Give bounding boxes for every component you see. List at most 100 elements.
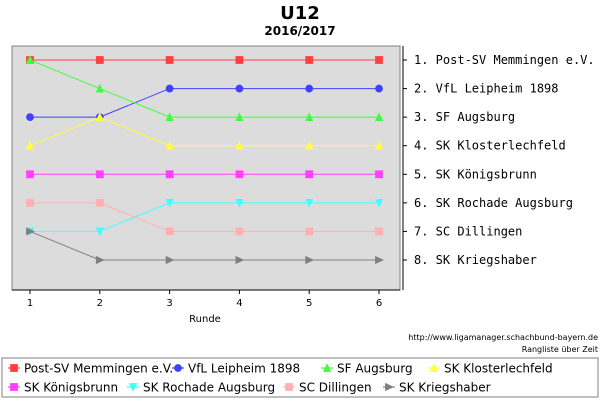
data-point-sf-augsburg [95, 83, 104, 93]
legend-swatch-marker [174, 364, 182, 372]
data-point-post-sv-memmingen-e-v [95, 56, 104, 64]
series-layer [25, 55, 384, 265]
rank-label: 1. Post-SV Memmingen e.V. [414, 53, 595, 67]
legend-item-sk-kriegshaber: SK Kriegshaber [383, 381, 491, 395]
data-point-sk-klosterlechfeld [25, 140, 35, 150]
data-point-vfl-leipheim-1898 [375, 84, 383, 93]
data-point-vfl-leipheim-1898 [165, 84, 174, 93]
data-point-sk-klosterlechfeld [374, 140, 384, 150]
series-line-sk-kriegshaber [29, 230, 379, 261]
legend-label: SK Rochade Augsburg [143, 381, 275, 395]
data-point-vfl-leipheim-1898 [26, 113, 34, 122]
legend-item-sk-klosterlechfeld: SK Klosterlechfeld [428, 362, 553, 376]
rank-label: 2. VfL Leipheim 1898 [414, 82, 559, 96]
rank-label: 5. SK Königsbrunn [414, 167, 537, 181]
legend: Post-SV Memmingen e.V. VfL Leipheim 1898 S… [8, 362, 553, 395]
legend-item-sf-augsburg: SF Augsburg [321, 362, 413, 376]
rank-label: 6. SK Rochade Augsburg [414, 196, 573, 210]
series-sk-konigsbrunn [26, 170, 383, 179]
legend-label: SC Dillingen [299, 381, 372, 395]
data-point-vfl-leipheim-1898 [305, 84, 314, 93]
data-point-sc-dillingen [375, 227, 383, 236]
data-point-sf-augsburg [165, 112, 174, 122]
rank-labels: 1. Post-SV Memmingen e.V. 2. VfL Leipheim… [414, 53, 595, 267]
data-point-sf-augsburg [235, 112, 244, 122]
series-sc-dillingen [26, 198, 383, 236]
x-tick-label: 6 [376, 298, 382, 309]
data-point-sk-konigsbrunn [95, 170, 104, 179]
data-point-sc-dillingen [305, 227, 314, 236]
series-line-vfl-leipheim-1898 [30, 88, 379, 118]
data-point-sk-kriegshaber [305, 255, 315, 265]
x-tick-label: 4 [236, 298, 242, 309]
data-point-vfl-leipheim-1898 [235, 84, 244, 93]
data-point-sk-konigsbrunn [26, 170, 34, 179]
data-point-sk-konigsbrunn [235, 170, 244, 179]
legend-item-vfl-leipheim-1898: VfL Leipheim 1898 [172, 362, 300, 376]
data-point-sk-konigsbrunn [165, 170, 174, 179]
series-sk-klosterlechfeld [25, 112, 384, 150]
data-point-sk-kriegshaber [165, 255, 175, 265]
data-point-sk-rochade-augsburg [165, 198, 174, 208]
rank-label: 7. SC Dillingen [414, 224, 522, 238]
legend-label: Post-SV Memmingen e.V. [24, 362, 173, 376]
data-point-sc-dillingen [95, 198, 104, 207]
data-point-sk-rochade-augsburg [305, 198, 314, 208]
data-point-sk-kriegshaber [95, 255, 105, 265]
chart-caption: Rangliste über Zeit [522, 345, 598, 354]
legend-swatch-marker [429, 363, 439, 372]
legend-box [1, 357, 599, 398]
x-axis-label: Runde [189, 314, 221, 325]
data-point-sk-rochade-augsburg [235, 198, 244, 208]
legend-swatch-marker [322, 363, 332, 372]
y-axis [402, 46, 407, 290]
rank-label: 3. SF Augsburg [414, 110, 515, 124]
data-point-sk-kriegshaber [235, 255, 245, 265]
data-point-sk-konigsbrunn [375, 170, 383, 179]
data-point-sk-klosterlechfeld [95, 112, 104, 122]
legend-swatch-marker [128, 383, 138, 392]
data-point-sk-kriegshaber [26, 227, 35, 236]
data-point-post-sv-memmingen-e-v [305, 56, 314, 64]
data-point-sf-augsburg [305, 112, 314, 122]
legend-label: SK Königsbrunn [24, 381, 118, 395]
chart-title: U12 [280, 3, 320, 24]
series-sk-kriegshaber [26, 227, 384, 265]
source-url: http://www.ligamanager.schachbund-bayern… [408, 333, 598, 342]
legend-item-sk-konigsbrunn: SK Königsbrunn [8, 381, 118, 395]
x-tick-label: 5 [306, 298, 312, 309]
legend-label: SF Augsburg [337, 362, 413, 376]
x-axis: 1 2 3 4 5 6 [12, 289, 400, 309]
data-point-sk-rochade-augsburg [374, 198, 384, 208]
series-sf-augsburg [25, 55, 384, 122]
series-vfl-leipheim-1898 [26, 84, 383, 122]
plot-area [11, 45, 401, 291]
legend-label: SK Kriegshaber [399, 381, 491, 395]
data-point-sk-klosterlechfeld [305, 140, 314, 150]
legend-item-sc-dillingen: SC Dillingen [283, 381, 372, 395]
series-line-sk-klosterlechfeld [29, 116, 379, 147]
legend-label: SK Klosterlechfeld [444, 362, 553, 376]
legend-item-sk-rochade-augsburg: SK Rochade Augsburg [127, 381, 275, 395]
data-point-sk-rochade-augsburg [95, 227, 104, 237]
data-point-sk-klosterlechfeld [235, 140, 244, 150]
legend-label: VfL Leipheim 1898 [188, 362, 300, 376]
series-line-sf-augsburg [29, 59, 379, 118]
data-point-sk-kriegshaber [375, 255, 384, 265]
data-point-post-sv-memmingen-e-v [375, 56, 383, 64]
data-point-sf-augsburg [25, 55, 35, 64]
data-point-post-sv-memmingen-e-v [235, 56, 244, 64]
data-point-sc-dillingen [235, 227, 244, 236]
data-point-sc-dillingen [26, 198, 34, 207]
legend-swatch-marker [10, 383, 18, 391]
series-post-sv-memmingen-e-v [26, 56, 383, 64]
legend-item-post-sv-memmingen-e-v: Post-SV Memmingen e.V. [8, 362, 173, 376]
x-tick-label: 2 [97, 298, 103, 309]
legend-swatch-marker [385, 382, 394, 392]
chart-subtitle: 2016/2017 [264, 24, 335, 38]
x-tick-label: 3 [166, 298, 172, 309]
rank-label: 8. SK Kriegshaber [414, 253, 537, 267]
legend-swatch-marker [10, 364, 18, 372]
rank-label: 4. SK Klosterlechfeld [414, 139, 566, 153]
